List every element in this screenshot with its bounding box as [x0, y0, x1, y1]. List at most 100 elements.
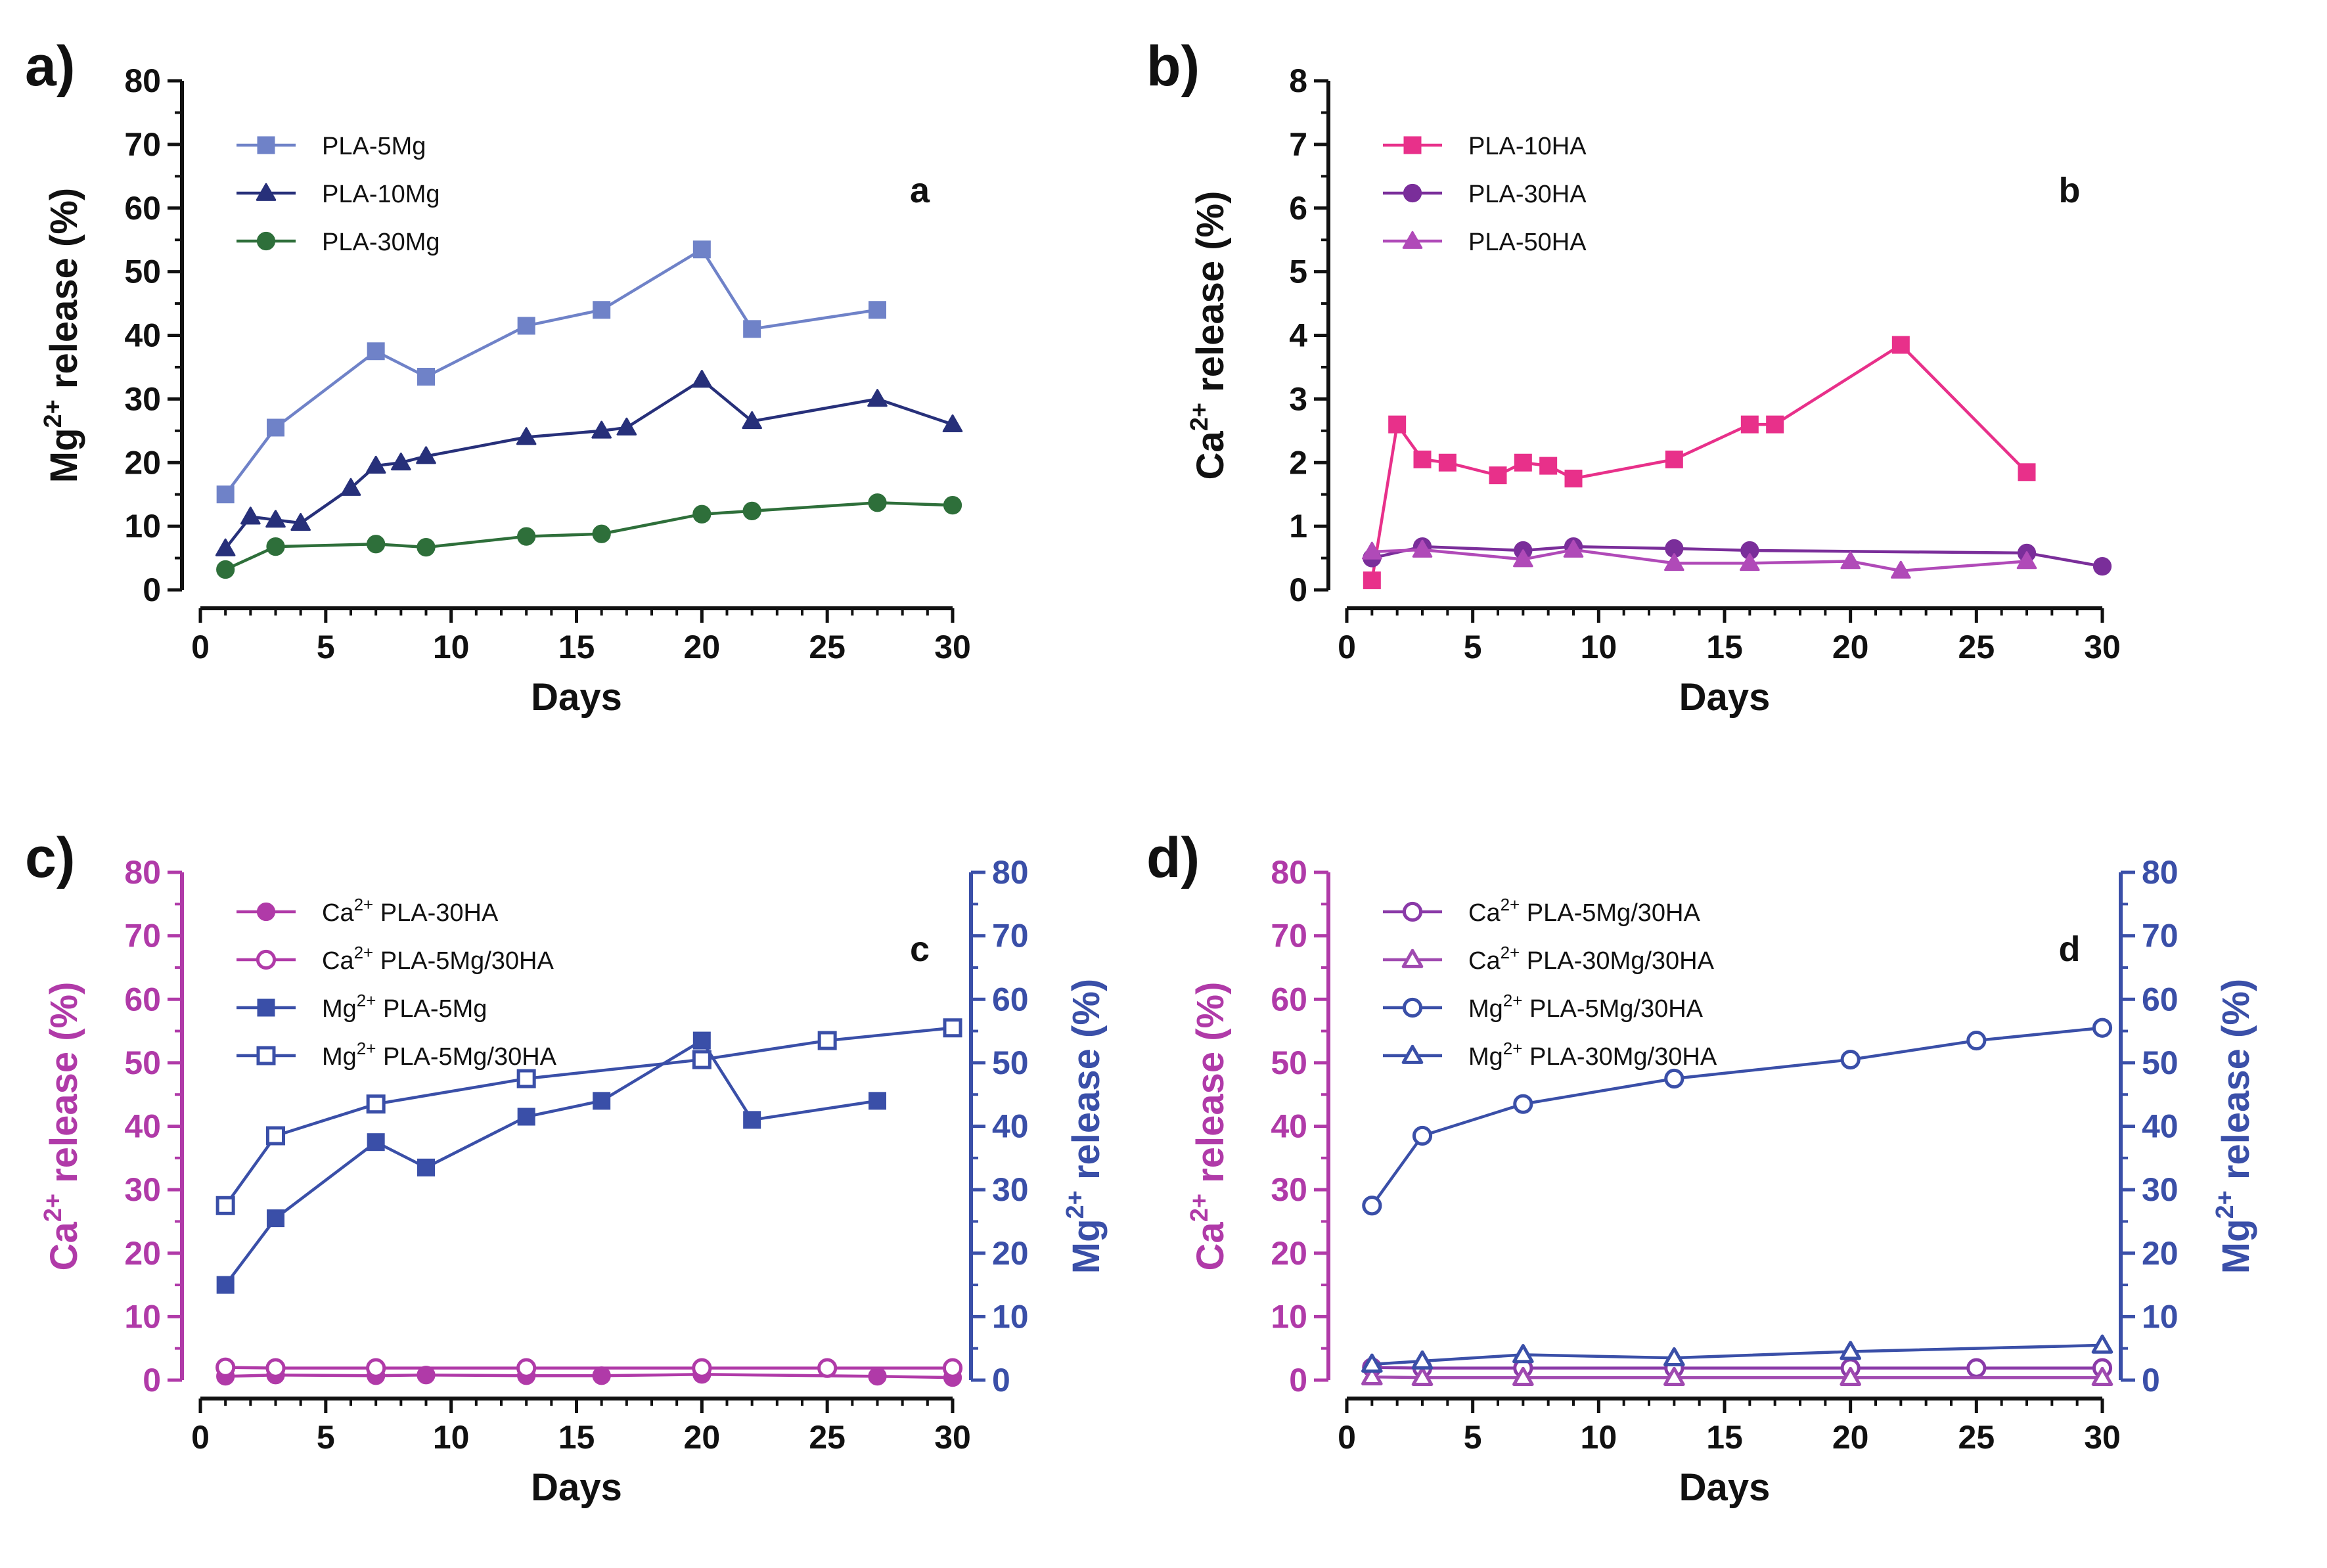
data-point [517, 317, 535, 335]
series-1 [1361, 1366, 2113, 1386]
legend-marker [256, 1046, 276, 1065]
data-point [1564, 469, 1583, 487]
legend-label: PLA-50HA [1468, 229, 1587, 256]
data-point [1413, 450, 1432, 468]
series-line [1372, 1375, 2102, 1379]
data-point [366, 1094, 386, 1114]
x-tick-label: 10 [1581, 1419, 1617, 1456]
legend-marker [1402, 901, 1423, 922]
y-tick-label: 10 [1271, 1298, 1307, 1335]
legend-label: Mg2+ PLA-5Mg [322, 991, 487, 1023]
data-point [367, 1133, 385, 1152]
data-point [743, 320, 761, 338]
y-tick-label: 70 [1271, 918, 1307, 954]
data-point [593, 301, 611, 319]
data-point [1766, 415, 1784, 434]
panel-b: 0 5 10 15 20 25 30 0 1 2 3 4 5 6 7 8 Days Ca2+ release (%… [1146, 35, 2121, 719]
data-point [215, 538, 236, 556]
y-tick-label: 4 [1289, 317, 1307, 354]
y-tick-label: 70 [124, 918, 161, 954]
series-2 [1362, 539, 2037, 579]
y-tick-label: 0 [143, 1362, 161, 1399]
data-point [1740, 415, 1759, 434]
legend-marker [1402, 231, 1423, 249]
data-point [1411, 1366, 1434, 1386]
legend-label: PLA-30Mg [322, 229, 440, 256]
data-point [366, 1358, 386, 1378]
legend-marker [1401, 1044, 1424, 1064]
x-tick-label: 20 [684, 629, 721, 665]
x-tick-label: 30 [934, 1419, 971, 1456]
y-tick-label: 40 [124, 317, 161, 354]
x-tick-label: 5 [317, 1419, 335, 1456]
y-tick-label: 20 [124, 1235, 161, 1272]
legend-marker [1403, 136, 1422, 154]
data-point [1512, 1344, 1534, 1364]
y-axis-title: Mg2+ release (%) [39, 188, 85, 483]
legend-marker [1403, 183, 1422, 203]
legend-label: Mg2+ PLA-5Mg/30HA [1468, 991, 1704, 1023]
data-point [1388, 415, 1407, 434]
legend-entry: PLA-30HA [1383, 181, 1587, 208]
data-point [216, 560, 235, 579]
data-point [942, 1358, 963, 1378]
y2-tick-label: 20 [2142, 1235, 2179, 1272]
data-point [516, 1358, 537, 1378]
y-tick-label: 8 [1289, 62, 1307, 99]
legend-entry: PLA-50HA [1383, 229, 1587, 256]
data-point [517, 527, 536, 546]
y2-tick-label: 40 [992, 1108, 1029, 1145]
y-axis-title: Ca2+ release (%) [1186, 982, 1232, 1271]
series-0 [216, 240, 886, 504]
y-tick-label: 40 [1271, 1108, 1307, 1145]
panel-annotation: c [910, 930, 930, 969]
y-tick-label: 80 [124, 854, 161, 891]
legend-entry: PLA-30Mg [237, 229, 440, 256]
series-line [224, 378, 953, 550]
data-point [1412, 1125, 1433, 1146]
data-point [290, 512, 311, 531]
data-point [742, 411, 762, 430]
x-tick-label: 0 [191, 629, 210, 665]
y-tick-label: 30 [124, 380, 161, 417]
legend-marker [1402, 997, 1423, 1018]
data-point [266, 537, 285, 556]
y2-tick-label: 10 [992, 1298, 1029, 1335]
y-tick-label: 70 [124, 126, 161, 163]
legend-entry: Ca2+ PLA-30HA [237, 895, 499, 927]
legend-label: PLA-10HA [1468, 133, 1587, 160]
y-tick-label: 50 [124, 254, 161, 290]
data-point [216, 1276, 235, 1294]
panel-label: c) [25, 826, 75, 889]
data-point [1663, 1347, 1685, 1367]
data-point [1512, 1366, 1534, 1386]
data-point [215, 1357, 236, 1378]
series-line [1371, 545, 2103, 568]
x-tick-label: 10 [433, 1419, 470, 1456]
data-point [1840, 551, 1861, 570]
x-axis-title: Days [1679, 676, 1771, 719]
legend-label: Ca2+ PLA-30Mg/30HA [1468, 943, 1715, 975]
data-point [367, 535, 386, 554]
data-point [516, 1069, 536, 1088]
y-tick-label: 50 [1271, 1044, 1307, 1081]
data-point [1966, 1030, 1987, 1051]
data-point [2091, 1334, 2113, 1354]
data-point [742, 501, 761, 520]
y-tick-label: 30 [124, 1171, 161, 1208]
data-point [943, 1018, 962, 1038]
x-tick-label: 20 [684, 1419, 721, 1456]
y-tick-label: 10 [124, 508, 161, 545]
legend-label: Ca2+ PLA-30HA [322, 895, 499, 927]
y-tick-label: 60 [124, 190, 161, 227]
x-tick-label: 30 [2084, 629, 2121, 665]
data-point [367, 342, 385, 361]
y-tick-label: 5 [1289, 254, 1307, 290]
series-1 [1363, 537, 2112, 576]
x-tick-label: 5 [1464, 629, 1482, 665]
y2-tick-label: 60 [2142, 981, 2179, 1018]
legend-label: Ca2+ PLA-5Mg/30HA [322, 943, 554, 975]
y2-tick-label: 70 [2142, 918, 2179, 954]
data-point [692, 240, 711, 259]
